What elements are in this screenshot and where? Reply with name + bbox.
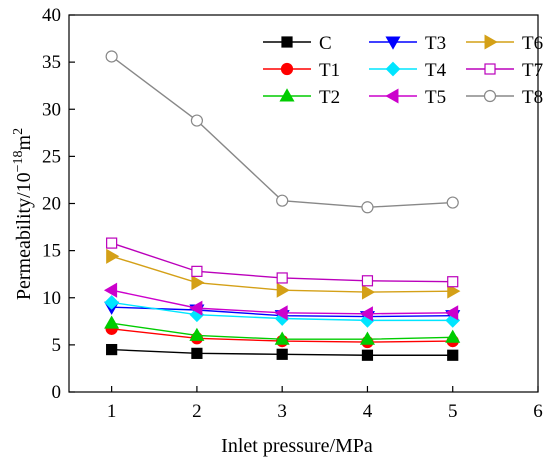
x-tick-label: 5 (448, 401, 458, 422)
data-point (445, 305, 459, 321)
y-tick-label: 0 (52, 382, 62, 403)
legend-item-t3: T3 (369, 33, 446, 54)
y-tick-label: 20 (42, 194, 61, 215)
legend-marker (279, 88, 295, 102)
legend-item-t6: T6 (466, 33, 543, 54)
legend-marker (484, 34, 498, 50)
legend-label: C (319, 33, 332, 54)
legend-marker (483, 89, 497, 103)
data-point (361, 284, 376, 300)
legend-item-t8: T8 (466, 87, 543, 108)
plot-frame (68, 14, 539, 393)
plot-border (68, 14, 539, 393)
data-point (104, 315, 120, 329)
series-t8 (105, 50, 459, 214)
x-tick-label: 2 (192, 401, 202, 422)
y-tick-label: 10 (42, 288, 61, 309)
legend-item-t4: T4 (369, 60, 447, 81)
legend-item-t2: T2 (263, 87, 340, 108)
data-point (104, 295, 119, 310)
x-tick-label: 4 (363, 401, 373, 422)
data-point (106, 237, 118, 249)
legend-item-t1: T1 (263, 60, 340, 81)
data-point (189, 300, 203, 316)
data-point (106, 248, 120, 264)
data-point (447, 283, 461, 299)
legend-marker (281, 36, 293, 48)
x-tick-label: 1 (107, 401, 117, 422)
data-point (103, 282, 118, 298)
data-point (359, 306, 373, 322)
data-point (361, 349, 374, 361)
y-axis-title-unit-exponent: 2 (11, 128, 26, 135)
series-t6 (106, 248, 461, 300)
data-point (276, 194, 289, 207)
series-t7 (106, 237, 459, 288)
data-point (361, 201, 374, 214)
data-point (274, 331, 290, 345)
data-point (190, 114, 204, 127)
legend-label: T6 (522, 33, 543, 54)
data-point (447, 349, 459, 361)
data-point (189, 327, 205, 341)
data-point (106, 343, 118, 356)
data-point (276, 282, 290, 298)
y-tick-label: 15 (42, 241, 61, 262)
legend-label: T2 (319, 87, 340, 108)
data-point (191, 347, 203, 359)
data-point (445, 329, 461, 343)
data-point (276, 348, 288, 360)
legend-marker (385, 61, 401, 77)
data-point (361, 275, 374, 287)
y-tick-label: 5 (52, 335, 62, 356)
legend-label: T3 (425, 33, 446, 54)
legend: C T1 T2 T3 T4 T5 T6 T7 T8 (263, 33, 543, 108)
data-point (191, 275, 205, 291)
y-axis-title-exponent: −18 (11, 150, 26, 172)
legend-marker (484, 63, 496, 75)
legend-item-t7: T7 (466, 60, 543, 81)
legend-item-t5: T5 (369, 87, 446, 108)
legend-label: T1 (319, 60, 340, 81)
y-axis-title: Permeability/10−18m2 (11, 128, 35, 300)
y-tick-label: 35 (42, 52, 61, 73)
legend-marker (385, 36, 401, 50)
y-axis-title-unit: m (13, 134, 35, 150)
legend-item-c: C (263, 33, 332, 54)
y-tick-label: 40 (42, 5, 61, 26)
legend-label: T5 (425, 87, 446, 108)
series-line (111, 55, 453, 208)
x-tick-label: 6 (533, 401, 543, 422)
legend-label: T7 (522, 60, 543, 81)
series-layer (103, 50, 461, 361)
x-axis-title: Inlet pressure/MPa (221, 435, 373, 457)
legend-marker (385, 88, 399, 104)
data-point (105, 50, 118, 63)
data-point (447, 276, 459, 288)
data-point (359, 331, 375, 345)
legend-label: T8 (522, 87, 543, 108)
y-tick-label: 25 (42, 146, 61, 167)
y-axis-title-main: Permeability/10 (13, 172, 35, 300)
series-c (106, 343, 459, 361)
legend-marker (280, 62, 294, 76)
y-tick-label: 30 (42, 99, 61, 120)
data-point (274, 305, 288, 321)
axis-ticks: 1 2 3 4 5 6 0 5 10 15 20 25 30 35 40 (42, 5, 543, 422)
series-t2 (104, 315, 461, 345)
legend-label: T4 (425, 60, 447, 81)
series-t5 (103, 282, 459, 322)
data-point (446, 196, 459, 209)
data-point (276, 272, 288, 284)
x-tick-label: 3 (277, 401, 287, 422)
data-point (191, 265, 203, 277)
